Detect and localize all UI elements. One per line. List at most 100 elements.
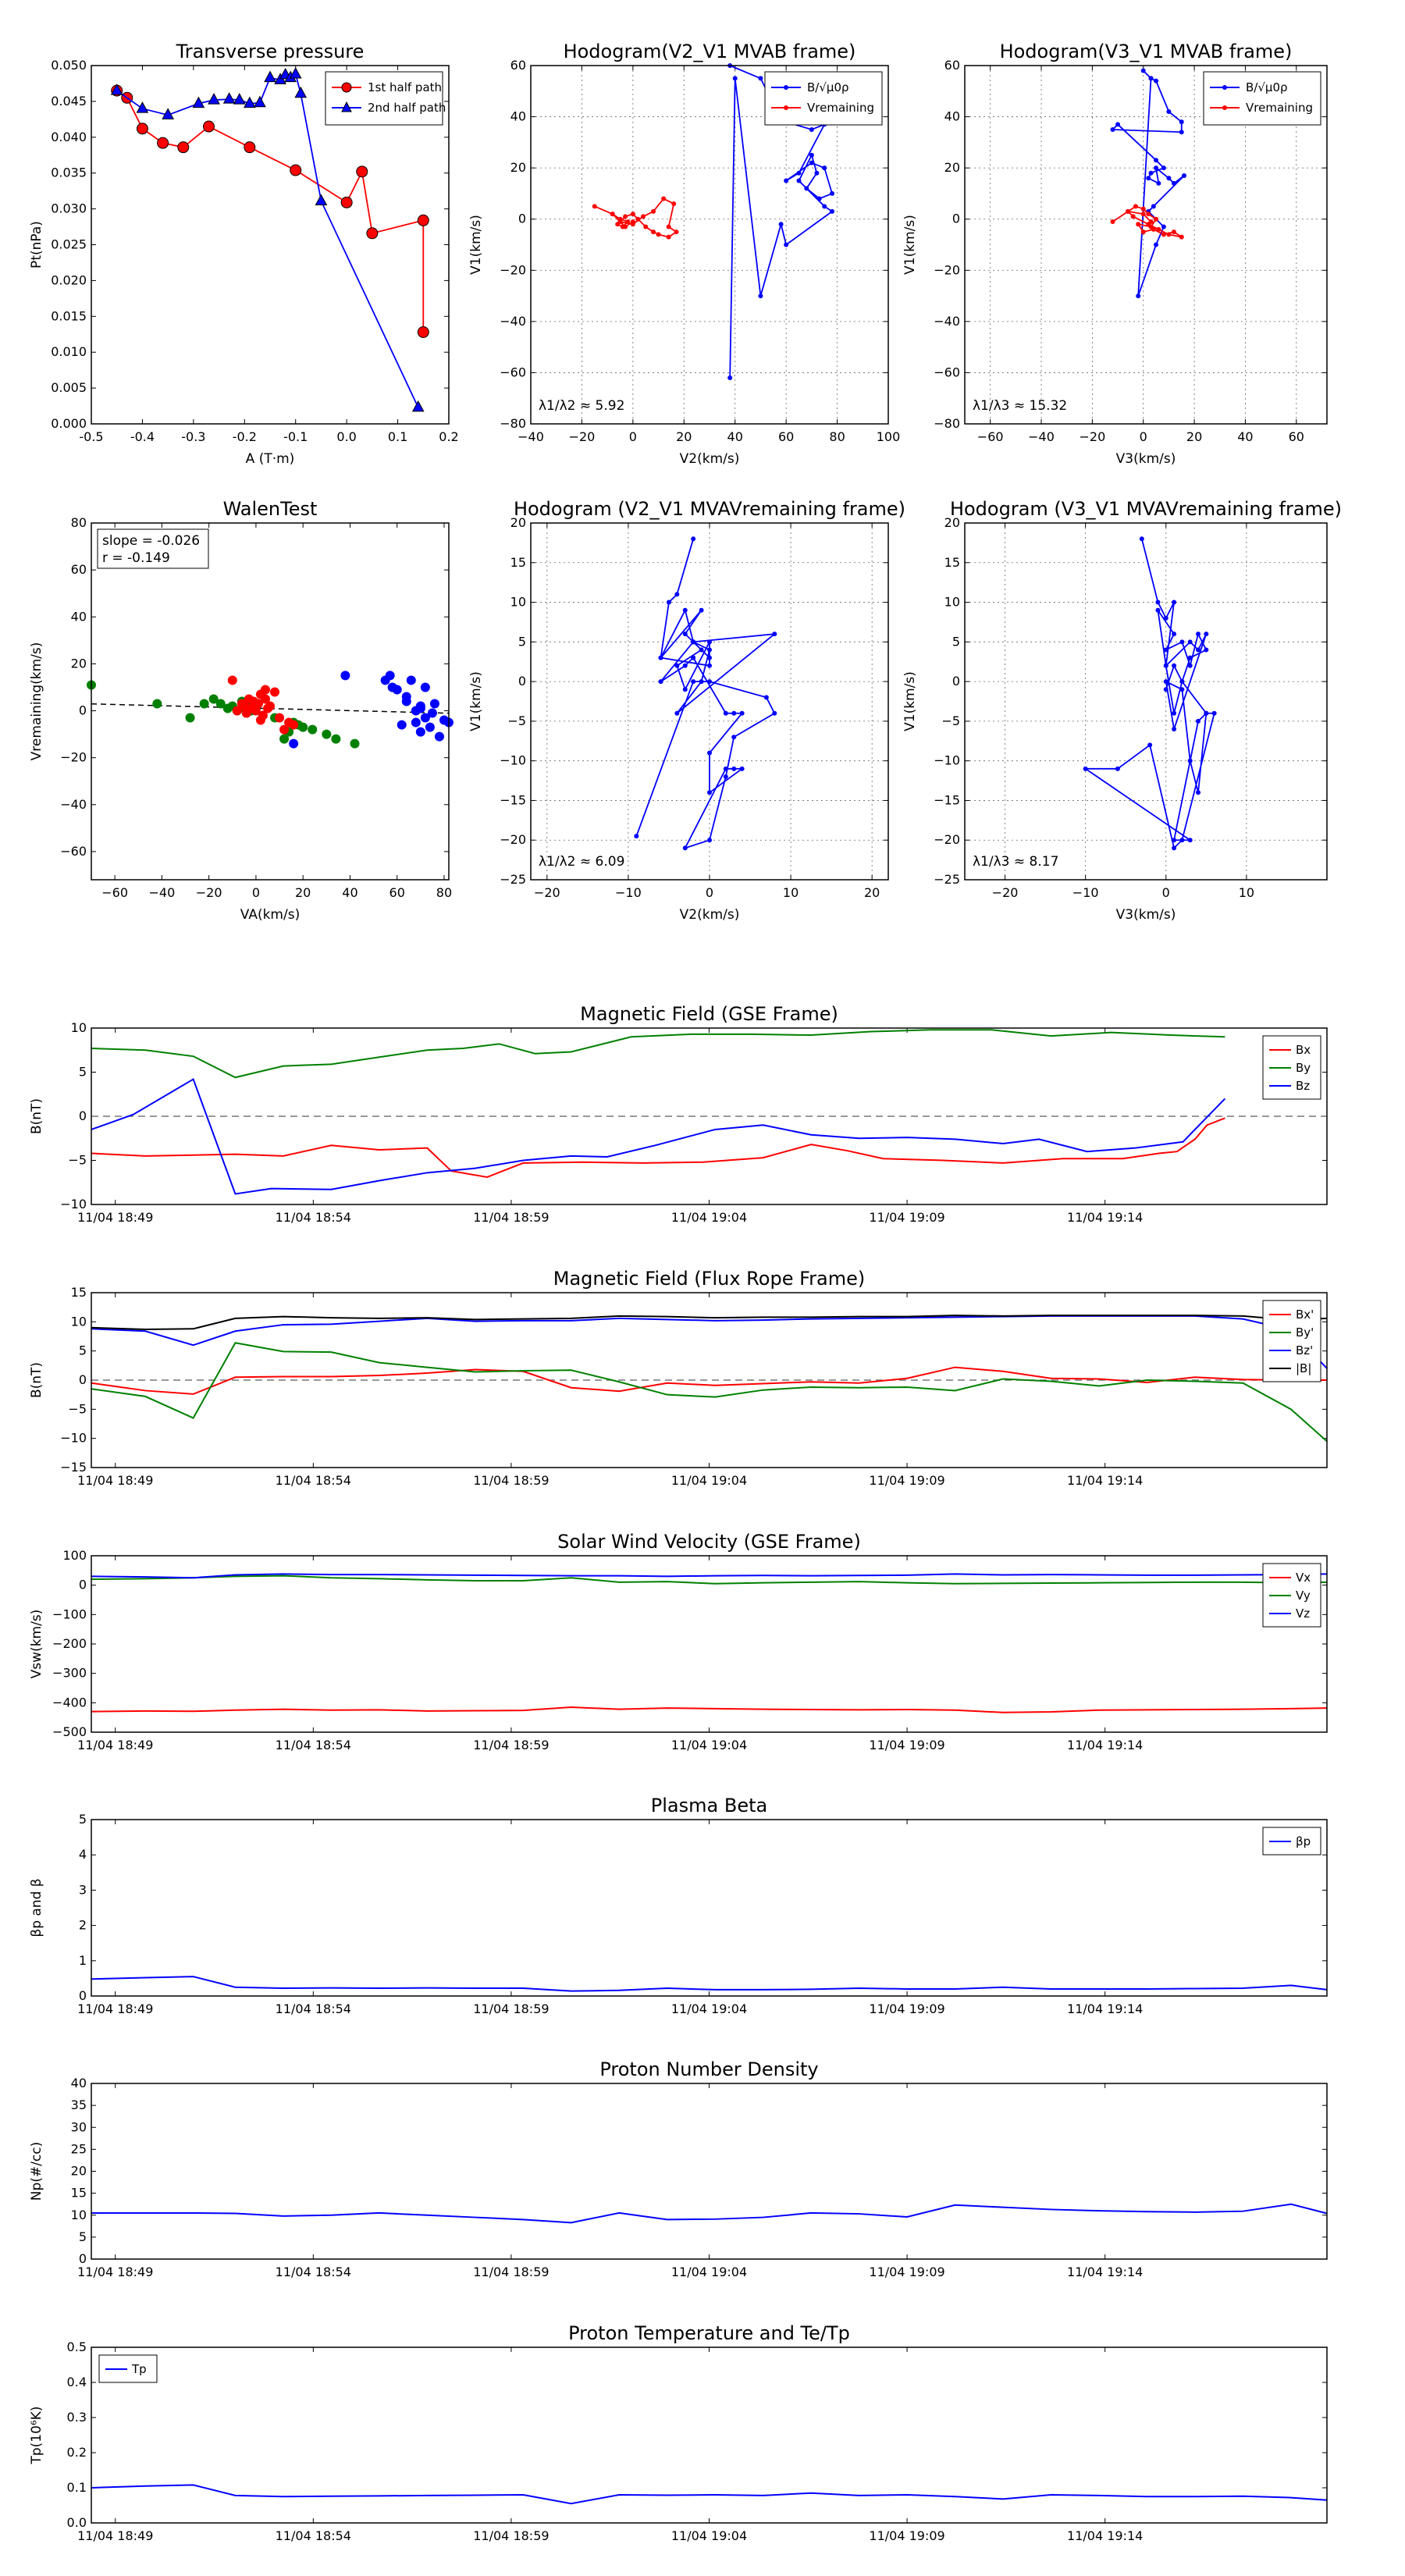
y-tick-label: 15 bbox=[944, 555, 960, 570]
data-point bbox=[682, 845, 688, 851]
x-tick-label: 0 bbox=[629, 429, 637, 444]
legend-label: βp bbox=[1296, 1834, 1311, 1848]
x-tick-label: 11/04 19:14 bbox=[1067, 1473, 1143, 1488]
y-tick-label: 0 bbox=[79, 2251, 87, 2266]
x-tick-label: 11/04 19:04 bbox=[671, 1473, 747, 1488]
annotation-text: λ1/λ3 ≈ 15.32 bbox=[973, 398, 1067, 414]
data-point bbox=[185, 713, 195, 723]
data-point bbox=[731, 710, 737, 716]
data-point bbox=[1163, 663, 1168, 668]
y-axis-label: Pt(nPa) bbox=[29, 221, 44, 269]
data-point bbox=[617, 219, 623, 224]
data-point bbox=[1140, 212, 1146, 217]
data-point bbox=[830, 190, 835, 196]
data-point bbox=[682, 663, 688, 668]
data-point bbox=[772, 632, 777, 637]
y-tick-label: 0.045 bbox=[51, 94, 87, 109]
data-point bbox=[315, 194, 328, 206]
data-point bbox=[1179, 119, 1184, 125]
y-tick-label: −15 bbox=[60, 1460, 87, 1475]
data-point bbox=[1156, 226, 1161, 232]
x-tick-label: 40 bbox=[1237, 429, 1253, 444]
series-line bbox=[91, 2203, 1328, 2224]
data-point bbox=[270, 687, 280, 697]
chart-walen-test: −60 −40 −20 0 20 40 60 80 −60 −40 −20 0 20 40 60 80 Wale… bbox=[29, 498, 454, 923]
data-point bbox=[699, 679, 704, 685]
y-axis-label: βp and β bbox=[29, 1878, 44, 1937]
data-point bbox=[279, 724, 290, 735]
chart-title: WalenTest bbox=[223, 498, 318, 520]
data-point bbox=[630, 212, 635, 217]
data-point bbox=[814, 170, 820, 176]
data-point bbox=[1126, 208, 1131, 214]
x-tick-label: 60 bbox=[389, 885, 405, 900]
chart-title: Hodogram(V2_V1 MVAB frame) bbox=[564, 41, 856, 62]
data-point bbox=[651, 229, 656, 235]
data-point bbox=[1161, 165, 1166, 171]
data-point bbox=[162, 108, 174, 119]
data-point bbox=[1171, 229, 1176, 235]
x-tick-label: 11/04 18:54 bbox=[276, 1738, 351, 1752]
x-tick-label: -0.2 bbox=[233, 429, 257, 444]
x-tick-label: 11/04 18:54 bbox=[276, 2528, 351, 2543]
chart-title: Magnetic Field (GSE Frame) bbox=[580, 1003, 838, 1025]
x-tick-label: 11/04 19:09 bbox=[869, 2265, 944, 2279]
data-point bbox=[623, 224, 628, 229]
data-point bbox=[809, 126, 814, 132]
data-point bbox=[1179, 130, 1184, 135]
x-axis-label: V2(km/s) bbox=[680, 907, 740, 923]
chart-hodogram-v2-v1-mvab: −40 −20 0 20 40 60 80 100 −80 −60 −40 −20 0 20 40 60 Hod… bbox=[468, 41, 900, 467]
y-tick-label: 100 bbox=[62, 1548, 87, 1563]
data-point bbox=[822, 165, 827, 171]
data-point bbox=[255, 715, 265, 725]
y-axis-label: B(nT) bbox=[29, 1362, 44, 1398]
data-point bbox=[253, 699, 263, 709]
data-point bbox=[244, 141, 256, 154]
data-point bbox=[634, 834, 639, 839]
x-tick-label: 0 bbox=[1140, 429, 1147, 444]
data-point bbox=[623, 214, 628, 219]
data-point bbox=[1110, 219, 1115, 224]
x-tick-label: 60 bbox=[778, 429, 794, 444]
y-tick-label: −20 bbox=[60, 750, 87, 765]
y-tick-label: 20 bbox=[71, 656, 87, 671]
chart-title: Proton Number Density bbox=[599, 2058, 818, 2080]
y-tick-label: −100 bbox=[52, 1606, 87, 1621]
y-tick-label: 5 bbox=[952, 634, 960, 649]
y-tick-label: 0.025 bbox=[51, 237, 87, 252]
y-tick-label: 0.030 bbox=[51, 201, 87, 216]
x-tick-label: 11/04 18:49 bbox=[77, 1738, 153, 1752]
legend-label: B/√μ0ρ bbox=[807, 80, 849, 94]
data-point bbox=[1151, 204, 1156, 209]
data-point bbox=[1154, 242, 1159, 247]
y-tick-label: −10 bbox=[934, 753, 960, 768]
plot-frame bbox=[530, 522, 889, 881]
data-point bbox=[723, 766, 728, 771]
chart-title: Hodogram (V2_V1 MVAVremaining frame) bbox=[514, 498, 905, 520]
y-tick-label: −5 bbox=[941, 713, 960, 728]
y-tick-label: 0.035 bbox=[51, 165, 87, 180]
x-tick-label: 11/04 19:09 bbox=[869, 2001, 944, 2016]
data-point bbox=[699, 647, 704, 653]
data-point bbox=[809, 160, 814, 165]
y-tick-label: −10 bbox=[500, 753, 526, 768]
plot-frame bbox=[530, 65, 889, 425]
y-tick-label: 40 bbox=[510, 109, 526, 124]
y-tick-label: 40 bbox=[944, 109, 960, 124]
data-point bbox=[1130, 214, 1136, 219]
x-tick-label: 40 bbox=[727, 429, 743, 444]
data-point bbox=[415, 703, 425, 713]
y-tick-label: −15 bbox=[934, 792, 960, 807]
data-point bbox=[691, 655, 696, 660]
y-tick-label: 20 bbox=[944, 515, 960, 530]
y-tick-label: 0 bbox=[79, 1578, 87, 1592]
data-point bbox=[816, 196, 822, 201]
y-tick-label: −60 bbox=[500, 365, 526, 379]
y-tick-label: −60 bbox=[934, 365, 960, 379]
y-axis-label: V1(km/s) bbox=[902, 215, 918, 275]
annotation-text: r = -0.149 bbox=[102, 550, 170, 566]
data-point bbox=[809, 152, 814, 158]
y-tick-label: −5 bbox=[68, 1401, 87, 1416]
data-point bbox=[1140, 206, 1146, 212]
data-point bbox=[239, 701, 249, 711]
